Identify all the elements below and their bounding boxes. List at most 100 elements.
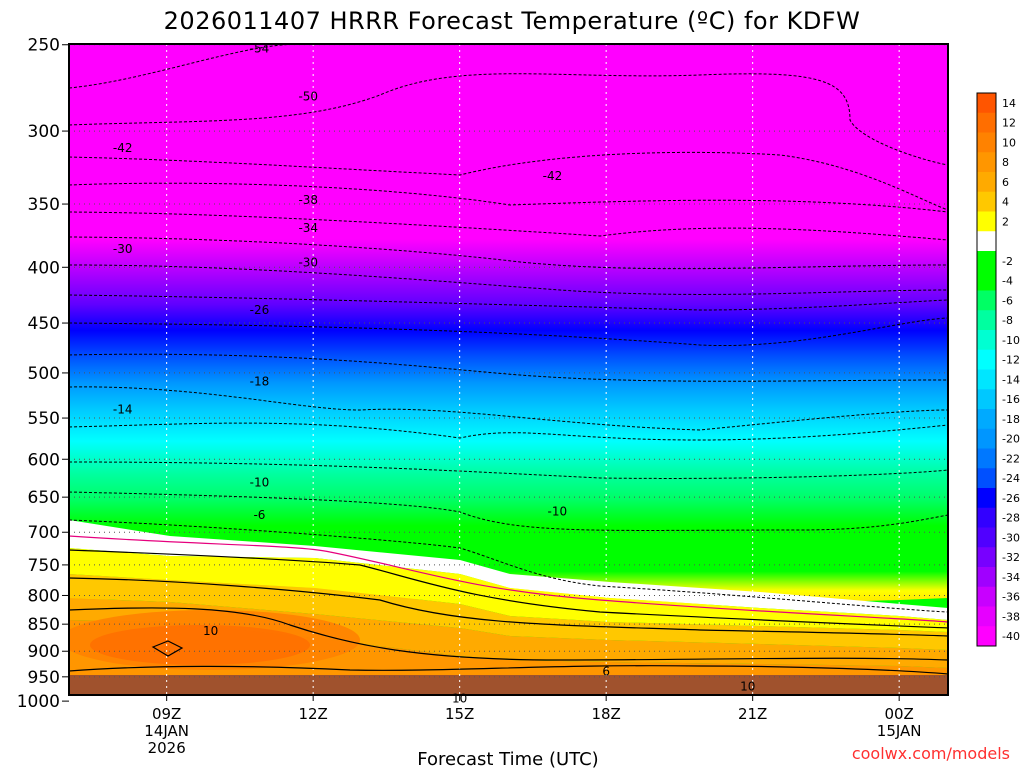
colorbar-label: -28 [1002, 512, 1020, 525]
colorbar-swatch [977, 409, 996, 430]
colorbar-swatch [977, 93, 996, 114]
x-tick-year: 2026 [148, 739, 186, 757]
contour-labels: -50-54-50-42-42-38-34-30-30-26-18-14-10-… [113, 42, 756, 706]
colorbar-swatch [977, 231, 996, 252]
colorbar-label: -30 [1002, 531, 1020, 544]
contour-label: -54 [250, 42, 270, 56]
colorbar-label: -34 [1002, 571, 1020, 584]
contour-solid [151, 640, 184, 657]
colorbar-label: -36 [1002, 591, 1020, 604]
colorbar-swatch [977, 112, 996, 133]
colorbar-swatch [977, 586, 996, 607]
contour-dashed [69, 491, 948, 531]
colorbar-label: 2 [1002, 215, 1009, 228]
colorbar-swatch [977, 132, 996, 153]
y-tick-label: 350 [28, 195, 60, 215]
colorbar-swatch [977, 330, 996, 351]
colorbar-label: -14 [1002, 373, 1020, 386]
colorbar-swatch [977, 626, 996, 647]
contour-freezing-line [69, 535, 948, 623]
contour-label: -10 [250, 475, 270, 489]
y-tick-label: 300 [28, 122, 60, 142]
colorbar-swatch [977, 369, 996, 390]
colorbar-label: 10 [1002, 136, 1016, 149]
colorbar-label: -10 [1002, 334, 1020, 347]
colorbar-label: -16 [1002, 393, 1020, 406]
colorbar-label: -6 [1002, 294, 1013, 307]
colorbar-frame [976, 92, 997, 647]
colorbar-label: -40 [1002, 630, 1020, 643]
y-tick-label: 450 [28, 314, 60, 334]
contour-dashed [69, 236, 948, 270]
y-tick-label: 650 [28, 488, 60, 508]
x-tick-label: 15Z [445, 705, 474, 723]
colorbar-swatch [977, 567, 996, 588]
chart-title: 2026011407 HRRR Forecast Temperature (ºC… [164, 7, 861, 35]
colorbar-swatch [977, 172, 996, 193]
contour-dashed [69, 151, 948, 211]
colorbar-swatch [977, 389, 996, 410]
contour-label: 10 [740, 680, 755, 694]
colorbar-swatch [977, 310, 996, 331]
contour-label: -6 [253, 508, 265, 522]
contour-dashed [69, 461, 948, 479]
contour-dashed [69, 44, 301, 89]
warm-core-inner [90, 625, 310, 665]
colorbar-label: -4 [1002, 275, 1013, 288]
y-tick-label: 500 [28, 364, 60, 384]
colorbar-label: -18 [1002, 413, 1020, 426]
credit-text: coolwx.com/models [852, 744, 1010, 763]
x-tick-label: 18Z [591, 705, 620, 723]
contour-label: -30 [113, 242, 133, 256]
contour-solid [69, 577, 948, 637]
contour-label: 6 [602, 664, 610, 678]
plot-area [69, 44, 948, 695]
contour-label: -26 [250, 303, 270, 317]
colorbar-label: -20 [1002, 433, 1020, 446]
ground-surface [69, 675, 948, 695]
colorbar-label: -22 [1002, 452, 1020, 465]
contour-label: 10 [203, 624, 218, 638]
contour-label: -30 [298, 256, 318, 270]
contour-dashed [69, 519, 948, 613]
colorbar-swatch [977, 270, 996, 291]
colorbar-label: -24 [1002, 472, 1020, 485]
colorbar-label: 14 [1002, 97, 1016, 110]
colorbar-label: 8 [1002, 156, 1009, 169]
colorbar-label: 12 [1002, 117, 1016, 130]
contour-label: -14 [113, 402, 133, 416]
contour-label: -42 [543, 169, 563, 183]
colorbar-label: -2 [1002, 255, 1013, 268]
y-tick-label: 1000 [17, 692, 60, 712]
colorbar-label: -32 [1002, 551, 1020, 564]
contour-label: -10 [548, 505, 568, 519]
colorbar-swatch [977, 488, 996, 509]
y-tick-label: 950 [28, 668, 60, 688]
colorbar-swatch [977, 152, 996, 173]
colorbar-swatch [977, 428, 996, 449]
contour-dashed [69, 211, 948, 241]
colorbar-swatch [977, 606, 996, 627]
x-axis-label: Forecast Time (UTC) [417, 749, 598, 768]
y-tick-label: 600 [28, 450, 60, 470]
colorbar-swatch [977, 507, 996, 528]
colorbar-label: -8 [1002, 314, 1013, 327]
colorbar-swatch [977, 468, 996, 489]
colorbar-swatch [977, 527, 996, 548]
contour-solid [69, 665, 948, 675]
y-tick-label: 700 [28, 523, 60, 543]
y-tick-label: 750 [28, 556, 60, 576]
contour-dashed [69, 353, 948, 382]
contour-dashed [69, 182, 948, 213]
contour-label: -18 [250, 374, 270, 388]
colorbar-legend: 14 12 10 8 6 4 2 -2 -4 -6 -8 -10 -12 -14 -16 -18 -20 -22 -… [976, 92, 1020, 647]
y-axis-pressure-ticks: 250 300 350 400 450 500 550 600 650 700 750 800 850 9… [17, 36, 69, 712]
y-tick-label: 550 [28, 409, 60, 429]
colorbar-swatch [977, 191, 996, 212]
contour-label: -34 [298, 221, 318, 235]
colorbar-swatch [977, 211, 996, 232]
y-tick-label: 850 [28, 615, 60, 635]
contour-solid [69, 549, 948, 629]
